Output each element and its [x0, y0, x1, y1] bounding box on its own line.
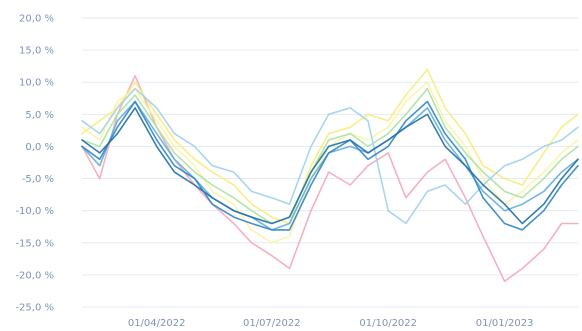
y-axis: 20,0 % 15,0 % 10,0 % 5,0 % 0,0 % -5,0 % -10,0 …	[15, 14, 54, 314]
series-line-1	[81, 75, 579, 283]
series-line-4	[81, 87, 579, 225]
x-axis: 01/04/2022 01/07/2022 01/10/2022 01/01/2023	[128, 318, 534, 329]
grid-lines	[82, 17, 578, 308]
series-line-8	[81, 107, 579, 225]
series-line-2	[81, 68, 579, 225]
y-tick-label: 15,0 %	[19, 46, 54, 57]
y-tick-label: -5,0 %	[22, 174, 54, 185]
y-tick-label: 0,0 %	[25, 142, 54, 153]
series-line-3	[81, 81, 579, 244]
series-group	[81, 68, 579, 283]
x-tick-label: 01/07/2022	[243, 318, 301, 329]
series-line-5	[81, 87, 579, 225]
series-line-7	[81, 100, 579, 231]
y-tick-label: -15,0 %	[15, 238, 54, 249]
y-tick-label: 20,0 %	[19, 14, 54, 25]
x-tick-label: 01/04/2022	[128, 318, 186, 329]
y-tick-label: -20,0 %	[15, 270, 54, 281]
y-tick-label: 5,0 %	[25, 110, 54, 121]
y-tick-label: 10,0 %	[19, 78, 54, 89]
x-tick-label: 01/10/2022	[359, 318, 417, 329]
x-tick-label: 01/01/2023	[476, 318, 534, 329]
y-tick-label: -25,0 %	[15, 303, 54, 314]
y-tick-label: -10,0 %	[15, 206, 54, 217]
